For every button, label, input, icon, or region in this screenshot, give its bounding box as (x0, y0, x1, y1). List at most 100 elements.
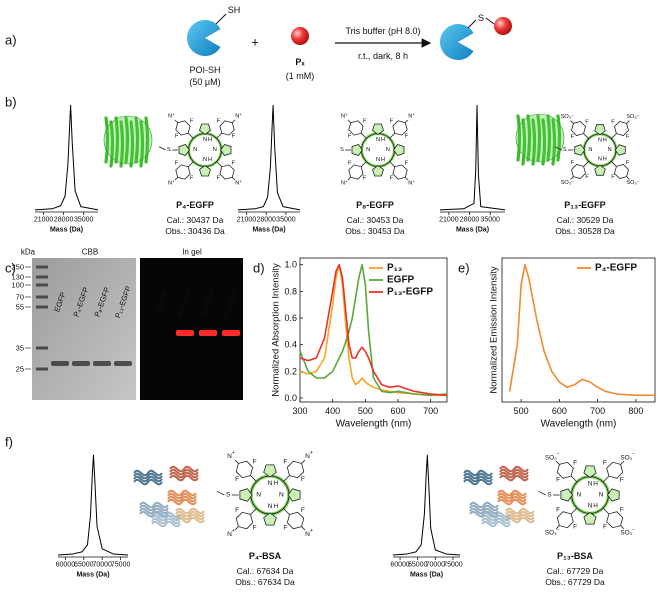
fluorine-label: F (235, 507, 239, 514)
bond (626, 176, 630, 180)
conjugate-name: P₄-EGFP (176, 200, 214, 210)
bond (301, 526, 306, 531)
fluorine-label: F (253, 524, 257, 531)
substituent-group: N (341, 181, 345, 187)
bsa-helix (175, 516, 205, 524)
bsa-helix (505, 516, 535, 524)
fluorine-label: F (283, 459, 287, 466)
ladder-label: 55 (16, 303, 24, 312)
bsa-helix (133, 472, 163, 480)
bsa-helix (481, 520, 511, 528)
conjugate-name: P₁₃-EGFP (564, 200, 605, 210)
fluorine-label: F (603, 460, 607, 467)
calculated-mass: Cal.: 30437 Da (167, 215, 224, 225)
pyrrole-ring (220, 144, 232, 156)
y-tick-label: 0.6 (284, 313, 297, 323)
nitrogen-label: N (268, 480, 273, 487)
aryl-ring (571, 164, 586, 179)
x-axis-label: Wavelength (nm) (336, 419, 412, 430)
substituent-charge: + (412, 111, 415, 116)
substituent-group: SO₃ (545, 529, 557, 536)
nitrogen-label: N (588, 480, 593, 487)
ladder-band (36, 295, 48, 299)
observed-mass: Obs.: 30436 Da (165, 226, 225, 236)
fluorescence-gel (140, 258, 243, 400)
panel-label: b) (5, 95, 17, 110)
substituent-label: N+ (227, 528, 235, 537)
substituent-label: N+ (235, 179, 242, 187)
sulfur-label: S (547, 492, 551, 499)
data-line (439, 104, 506, 211)
fluorine-label: F (232, 160, 236, 166)
gfp-strand (144, 116, 150, 164)
substituent-label: SO₃− (626, 178, 639, 186)
fluorine-label: F (556, 477, 560, 484)
x-axis-label: Mass (Da) (76, 572, 109, 579)
bond (404, 119, 409, 124)
x-axis-label: Mass (Da) (410, 572, 443, 579)
bond (283, 475, 290, 482)
condition-bottom: r.t., dark, 8 h (358, 51, 408, 61)
pyrrole-ring (239, 488, 253, 502)
bsa-helix (151, 511, 181, 519)
gfp-strand (546, 114, 552, 162)
substituent-charge: − (571, 112, 574, 117)
substituent-group: SO₃ (561, 114, 571, 120)
nitrogen-label: N (203, 157, 207, 163)
gfp-body (103, 115, 153, 165)
substituent-charge: + (310, 450, 313, 456)
substituent-label: SO₃− (561, 178, 574, 186)
observed-mass: Obs.: 67634 Da (235, 577, 295, 587)
fluorine-label: F (573, 523, 577, 530)
gfp-strand (109, 120, 115, 168)
bond (555, 460, 560, 465)
bond (158, 146, 166, 151)
fluorine-label: F (603, 523, 607, 530)
bsa-helix (499, 474, 529, 482)
fluorine-label: F (190, 175, 194, 181)
bond (234, 459, 239, 464)
bond (602, 507, 610, 515)
aryl-ring (286, 511, 305, 530)
substituent-label: SO₃− (620, 527, 635, 536)
bsa-helix (499, 471, 529, 479)
substituent-label: N+ (408, 111, 415, 119)
cbb-gel (32, 258, 136, 400)
nitrogen-label: N (213, 147, 217, 153)
x-tick-label: 700 (590, 406, 605, 416)
stain-label: CBB (82, 248, 98, 257)
pyrrole-ring (199, 165, 211, 177)
nitrogen-label: N (598, 157, 602, 163)
nitrogen-label: N (376, 157, 380, 163)
ladder-band (36, 367, 48, 371)
plus-sign: + (251, 35, 259, 50)
fluorine-label: F (626, 160, 630, 166)
bond (611, 161, 617, 167)
bsa-helix (151, 520, 181, 528)
substituent-charge: − (557, 452, 560, 458)
reagent-concentration: (1 mM) (286, 71, 315, 81)
ladder-label: 35 (16, 344, 24, 353)
substituent-group: SO₃ (626, 180, 636, 186)
bond (231, 119, 236, 124)
protein-icon (187, 20, 221, 56)
aryl-ring (286, 460, 305, 479)
bsa-helix (481, 517, 511, 525)
substituent-charge: − (571, 178, 574, 183)
y-tick-label: 0.4 (284, 340, 297, 350)
substituent-group: N (341, 113, 345, 119)
substituent-label: N+ (168, 179, 175, 187)
substituent-label: N+ (305, 528, 313, 537)
aryl-ring (606, 461, 624, 479)
bsa-helix (505, 513, 535, 521)
conjugate-name: P₁₃-BSA (557, 551, 593, 561)
bond (583, 133, 589, 139)
protein-band (93, 361, 111, 366)
ladder-band (36, 275, 48, 279)
x-tick-label: 75000 (443, 562, 463, 569)
x-tick-label: 60000 (390, 562, 410, 569)
hydrogen-label: H (273, 480, 278, 487)
bsa-helix (497, 495, 527, 503)
ladder-band (36, 346, 48, 350)
